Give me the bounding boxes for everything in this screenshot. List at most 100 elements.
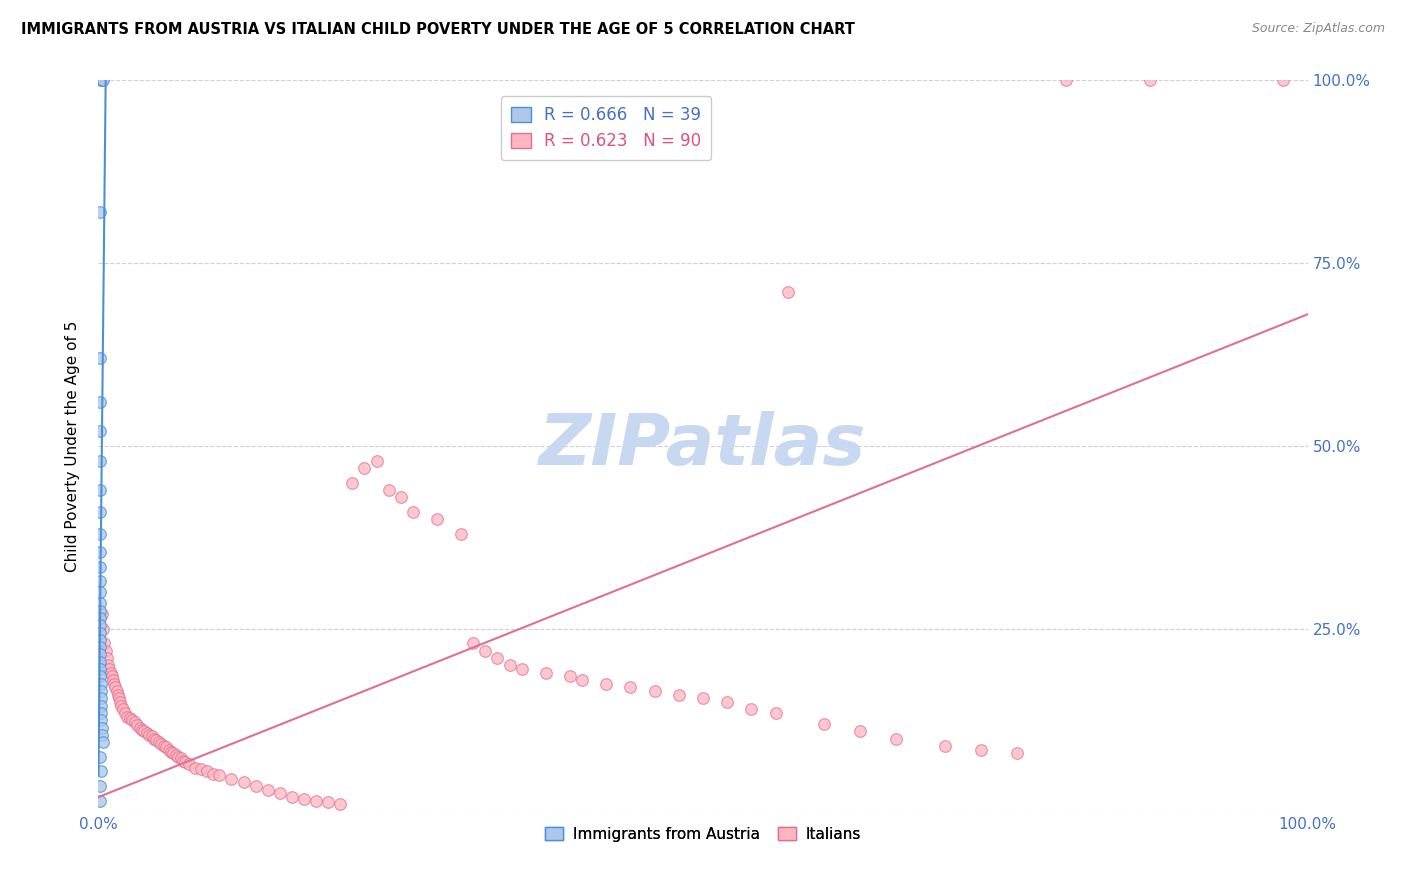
Point: [89, 395, 111, 409]
Point: [111, 702, 134, 716]
Point: [91, 73, 114, 87]
Point: [89, 618, 111, 632]
Point: [89, 351, 111, 366]
Point: [90, 764, 112, 779]
Text: IMMIGRANTS FROM AUSTRIA VS ITALIAN CHILD POVERTY UNDER THE AGE OF 5 CORRELATION : IMMIGRANTS FROM AUSTRIA VS ITALIAN CHILD…: [21, 22, 855, 37]
Point: [486, 651, 509, 665]
Point: [89, 625, 111, 640]
Point: [571, 673, 593, 687]
Point: [114, 706, 136, 720]
Point: [134, 724, 156, 739]
Point: [813, 717, 835, 731]
Point: [195, 764, 218, 779]
Point: [463, 636, 485, 650]
Point: [107, 688, 129, 702]
Point: [190, 762, 212, 776]
Point: [668, 688, 690, 702]
Point: [169, 751, 191, 765]
Point: [716, 695, 738, 709]
Point: [498, 658, 520, 673]
Point: [765, 706, 787, 720]
Point: [1007, 746, 1029, 760]
Point: [402, 505, 425, 519]
Point: [305, 794, 328, 808]
Point: [89, 640, 111, 655]
Point: [97, 658, 120, 673]
Point: [118, 711, 141, 725]
Point: [121, 714, 143, 728]
Point: [510, 662, 533, 676]
Point: [157, 742, 180, 756]
Point: [89, 526, 111, 541]
Point: [145, 733, 167, 747]
Point: [89, 794, 111, 808]
Point: [108, 691, 131, 706]
Point: [89, 648, 111, 662]
Point: [202, 766, 225, 780]
Point: [776, 285, 799, 300]
Point: [89, 425, 111, 439]
Point: [179, 757, 201, 772]
Point: [534, 665, 557, 680]
Point: [89, 483, 111, 497]
Point: [256, 782, 278, 797]
Text: Source: ZipAtlas.com: Source: ZipAtlas.com: [1251, 22, 1385, 36]
Point: [740, 702, 762, 716]
Point: [353, 461, 375, 475]
Point: [93, 636, 115, 650]
Point: [89, 779, 111, 793]
Point: [450, 526, 472, 541]
Point: [184, 761, 207, 775]
Point: [90, 684, 112, 698]
Point: [91, 721, 114, 735]
Y-axis label: Child Poverty Under the Age of 5: Child Poverty Under the Age of 5: [65, 320, 80, 572]
Point: [167, 749, 190, 764]
Point: [1272, 73, 1295, 87]
Point: [117, 709, 139, 723]
Point: [94, 644, 117, 658]
Point: [692, 691, 714, 706]
Point: [90, 698, 112, 713]
Point: [135, 725, 157, 739]
Point: [595, 676, 617, 690]
Point: [89, 655, 111, 669]
Point: [849, 724, 872, 739]
Point: [89, 749, 111, 764]
Point: [1054, 73, 1077, 87]
Point: [124, 715, 146, 730]
Point: [89, 669, 111, 683]
Point: [292, 791, 315, 805]
Point: [377, 483, 399, 497]
Point: [342, 475, 364, 490]
Point: [89, 545, 111, 559]
Point: [970, 742, 993, 756]
Point: [100, 669, 122, 683]
Point: [152, 739, 174, 753]
Point: [98, 662, 121, 676]
Point: [90, 714, 112, 728]
Point: [162, 746, 184, 760]
Point: [89, 574, 111, 589]
Point: [131, 723, 153, 737]
Point: [89, 559, 111, 574]
Point: [104, 681, 127, 695]
Point: [269, 787, 291, 801]
Point: [89, 205, 111, 219]
Point: [160, 745, 183, 759]
Point: [150, 738, 173, 752]
Point: [141, 730, 163, 744]
Point: [366, 453, 388, 467]
Point: [1139, 73, 1161, 87]
Point: [174, 755, 197, 769]
Point: [91, 622, 114, 636]
Point: [89, 505, 111, 519]
Point: [91, 607, 114, 622]
Legend: Immigrants from Austria, Italians: Immigrants from Austria, Italians: [538, 821, 868, 848]
Point: [886, 731, 908, 746]
Point: [90, 676, 112, 690]
Point: [138, 728, 160, 742]
Point: [644, 684, 666, 698]
Point: [281, 790, 304, 805]
Point: [90, 706, 112, 720]
Point: [329, 797, 352, 812]
